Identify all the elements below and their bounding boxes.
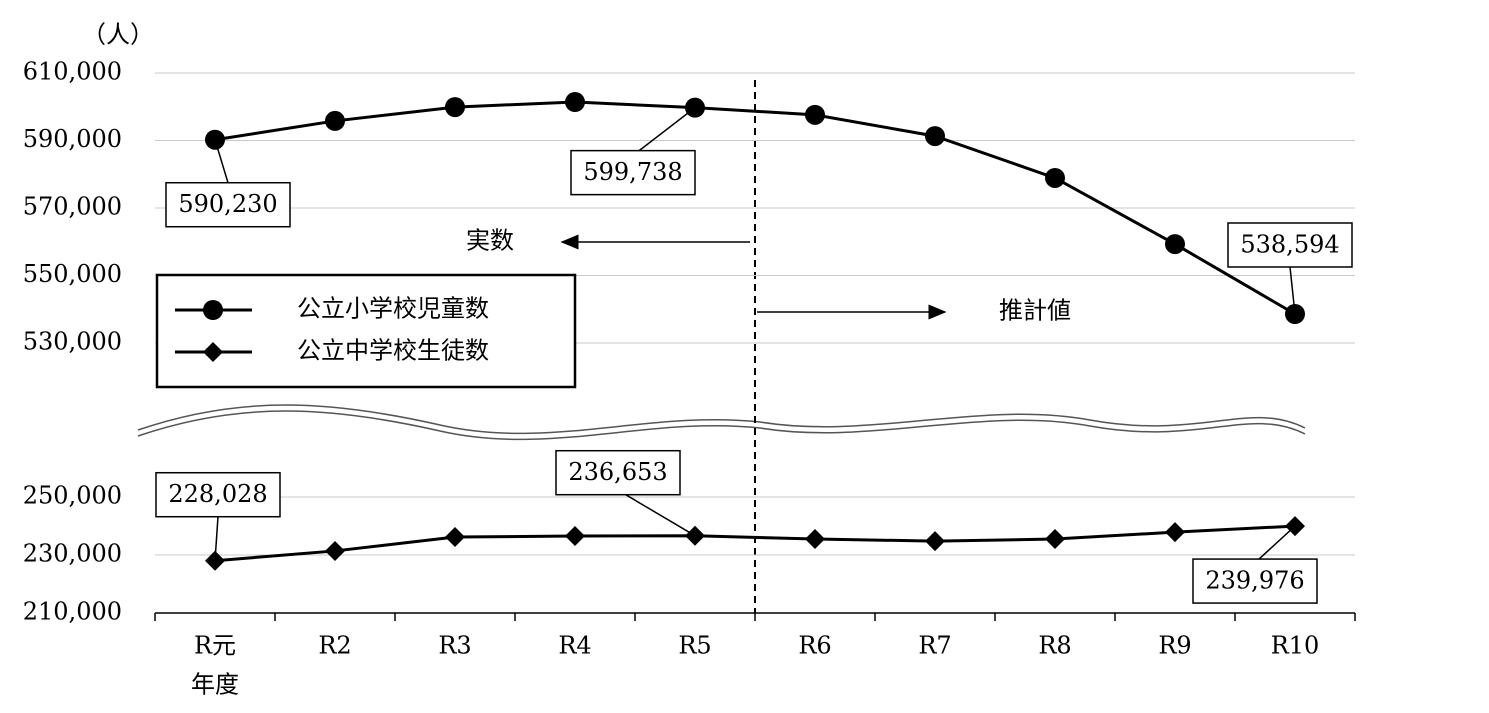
- label-box: [165, 181, 291, 228]
- point: [1285, 303, 1305, 324]
- unit-label: （人）: [82, 21, 154, 49]
- point: [325, 540, 345, 561]
- x-tick-label: R8: [1038, 632, 1071, 660]
- point: [565, 92, 585, 113]
- leader-line: [625, 494, 696, 537]
- point: [925, 126, 945, 147]
- y-tick-label: 550,000: [23, 260, 122, 288]
- label-box: [570, 149, 696, 196]
- label-box: [1227, 222, 1353, 268]
- x-tick-label: R7: [918, 632, 951, 660]
- point: [1165, 522, 1185, 543]
- point: [1165, 234, 1185, 255]
- legend-label: 公立中学校生徒数: [297, 337, 489, 365]
- label-box: [155, 471, 281, 518]
- x-tick-label: R4: [558, 632, 591, 660]
- y-tick-label: 230,000: [23, 540, 122, 568]
- x-tick-label: R3: [438, 632, 471, 660]
- axis-break: [137, 410, 1306, 441]
- point: [805, 104, 825, 125]
- axis-break: [137, 404, 1306, 435]
- point: [445, 527, 465, 548]
- y-tick-label: 250,000: [23, 482, 122, 510]
- data-label: 538,594: [1240, 230, 1339, 258]
- x-tick-label: R2: [318, 632, 351, 660]
- annotation: 推計値: [999, 297, 1071, 325]
- y-tick-label: 530,000: [23, 328, 122, 356]
- data-label: 236,653: [568, 458, 667, 486]
- series-line: [214, 100, 1296, 316]
- y-tick-label: 210,000: [23, 598, 122, 626]
- point: [565, 526, 585, 547]
- data-label: 228,028: [168, 480, 267, 508]
- data-label: 599,738: [583, 158, 682, 186]
- point: [203, 342, 223, 362]
- x-tick-label: R9: [1158, 632, 1191, 660]
- point: [925, 531, 945, 552]
- x-axis-label: 年度: [191, 671, 239, 699]
- x-tick-label: R10: [1271, 632, 1320, 660]
- y-tick-label: 590,000: [23, 125, 122, 153]
- y-tick-label: 570,000: [23, 193, 122, 221]
- legend-box: [155, 273, 577, 389]
- point: [205, 129, 225, 150]
- series-line: [214, 524, 1296, 563]
- label-box: [555, 449, 681, 496]
- point: [1045, 529, 1065, 550]
- data-label: 590,230: [178, 190, 277, 218]
- label-box: [1192, 558, 1318, 604]
- x-tick-label: R5: [678, 632, 711, 660]
- point: [685, 525, 705, 546]
- point: [1285, 516, 1305, 537]
- point: [1045, 167, 1065, 188]
- point: [325, 110, 345, 131]
- point: [685, 97, 705, 118]
- leader-line: [638, 107, 696, 152]
- annotation: 実数: [466, 227, 514, 255]
- x-tick-label: R元: [194, 632, 236, 660]
- leader-line: [1258, 525, 1296, 560]
- point: [445, 97, 465, 118]
- legend-label: 公立小学校児童数: [297, 295, 489, 323]
- y-tick-label: 610,000: [23, 58, 122, 86]
- point: [205, 550, 225, 571]
- point: [805, 529, 825, 550]
- point: [203, 300, 223, 320]
- x-tick-label: R6: [798, 632, 831, 660]
- data-label: 239,976: [1205, 567, 1304, 595]
